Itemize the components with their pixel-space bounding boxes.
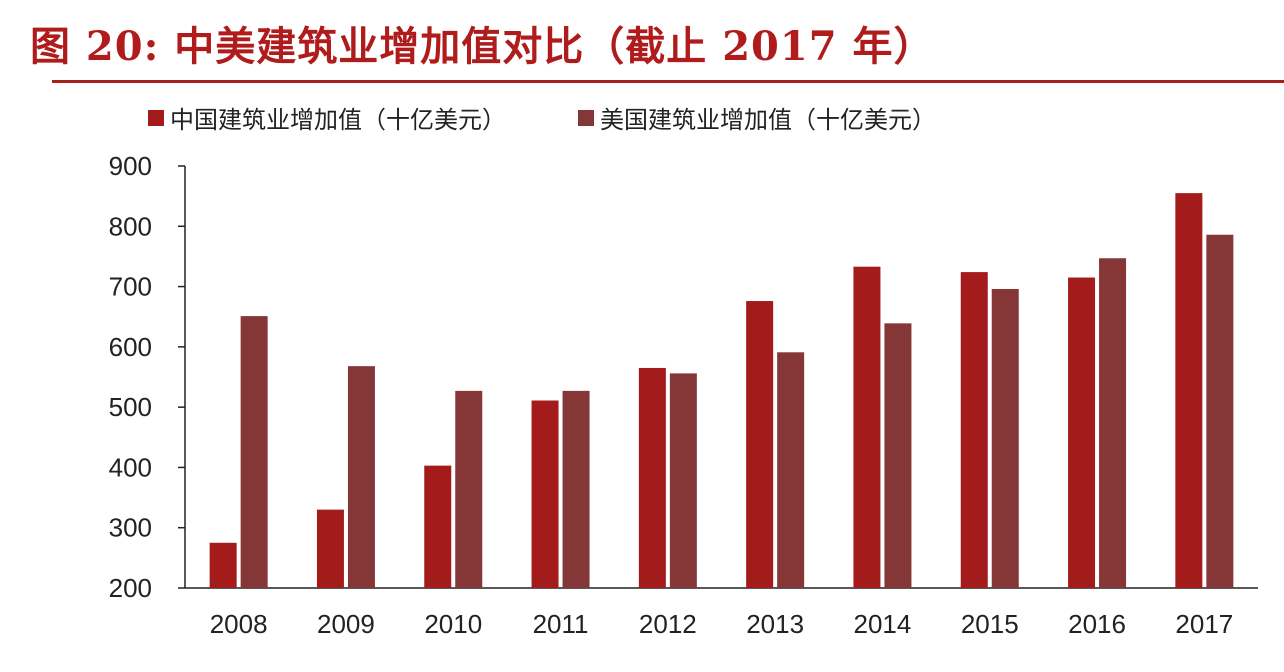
legend-item-china: 中国建筑业增加值（十亿美元）	[148, 100, 506, 135]
y-tick-label: 700	[109, 272, 152, 302]
bar-usa	[777, 352, 805, 588]
legend-swatch-usa	[578, 109, 594, 126]
bar-usa	[991, 288, 1019, 588]
legend-swatch-china	[148, 109, 164, 126]
bar-china	[960, 272, 988, 588]
bar-usa	[455, 390, 483, 588]
x-tick-label: 2008	[210, 609, 268, 639]
bar-usa	[240, 316, 268, 588]
bar-china	[316, 509, 344, 588]
title-rule	[52, 80, 1284, 83]
y-tick-label: 400	[109, 452, 152, 482]
bar-usa	[884, 323, 912, 588]
x-tick-label: 2016	[1068, 609, 1126, 639]
bar-china	[853, 266, 881, 588]
legend-item-usa: 美国建筑业增加值（十亿美元）	[578, 100, 936, 135]
bar-usa	[669, 373, 697, 588]
figure-title: 图 20: 中美建筑业增加值对比（截止 2017 年）	[30, 23, 935, 70]
bar-china	[1068, 277, 1096, 588]
legend-label-usa: 美国建筑业增加值（十亿美元）	[600, 106, 936, 134]
bar-usa	[562, 390, 590, 588]
bar-china	[531, 400, 559, 588]
bar-usa	[347, 366, 375, 588]
chart-legend: 中国建筑业增加值（十亿美元） 美国建筑业增加值（十亿美元）	[148, 100, 936, 135]
bar-usa	[1099, 258, 1127, 588]
y-tick-label: 900	[109, 151, 152, 181]
y-tick-label: 500	[109, 392, 152, 422]
x-tick-label: 2012	[639, 609, 697, 639]
x-tick-label: 2017	[1175, 609, 1233, 639]
y-tick-label: 600	[109, 332, 152, 362]
x-tick-label: 2015	[961, 609, 1019, 639]
y-tick-label: 800	[109, 211, 152, 241]
bar-china	[209, 542, 237, 588]
x-tick-label: 2011	[533, 609, 589, 639]
bar-china	[424, 465, 452, 588]
y-tick-label: 300	[109, 513, 152, 543]
bar-china	[638, 367, 666, 588]
bar-china	[746, 301, 774, 588]
x-tick-label: 2014	[854, 609, 912, 639]
bar-usa	[1206, 234, 1234, 588]
legend-label-china: 中国建筑业增加值（十亿美元）	[170, 106, 506, 134]
x-tick-label: 2010	[424, 609, 482, 639]
bar-china	[1175, 193, 1203, 588]
x-tick-label: 2013	[746, 609, 804, 639]
x-tick-label: 2009	[317, 609, 375, 639]
y-tick-label: 200	[109, 573, 152, 603]
